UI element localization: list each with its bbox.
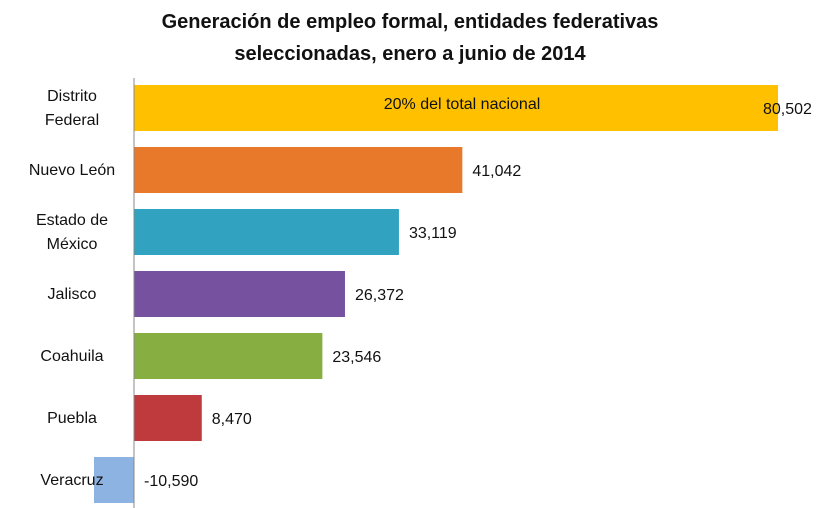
- value-label: 33,119: [409, 225, 457, 242]
- bar: [134, 395, 202, 441]
- category-label: Estado de México: [35, 212, 109, 253]
- bar: [94, 457, 134, 503]
- value-label: 41,042: [472, 163, 521, 180]
- bar: [134, 147, 463, 193]
- category-label: Coahuila: [40, 348, 104, 365]
- annotation: 20% del total nacional: [384, 96, 541, 113]
- value-label: 26,372: [355, 287, 404, 304]
- value-label: 23,546: [332, 349, 381, 366]
- category-label: Veracruz: [40, 472, 104, 489]
- bar: [134, 271, 345, 317]
- category-label: Jalisco: [47, 286, 97, 303]
- value-label: 8,470: [212, 411, 252, 428]
- value-label: 80,502: [763, 101, 812, 118]
- category-label: Distrito Federal: [44, 88, 100, 129]
- bar: [134, 85, 779, 131]
- chart-title: Generación de empleo formal, entidades f…: [161, 11, 659, 65]
- bar: [134, 209, 399, 255]
- category-label: Nuevo León: [28, 162, 116, 179]
- bar: [134, 333, 323, 379]
- value-label: -10,590: [144, 473, 198, 490]
- category-label: Puebla: [47, 410, 97, 427]
